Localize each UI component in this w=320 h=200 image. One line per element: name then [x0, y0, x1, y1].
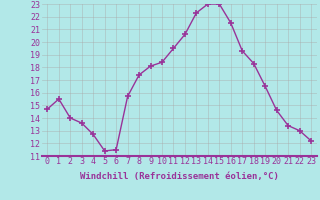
X-axis label: Windchill (Refroidissement éolien,°C): Windchill (Refroidissement éolien,°C)	[80, 172, 279, 181]
